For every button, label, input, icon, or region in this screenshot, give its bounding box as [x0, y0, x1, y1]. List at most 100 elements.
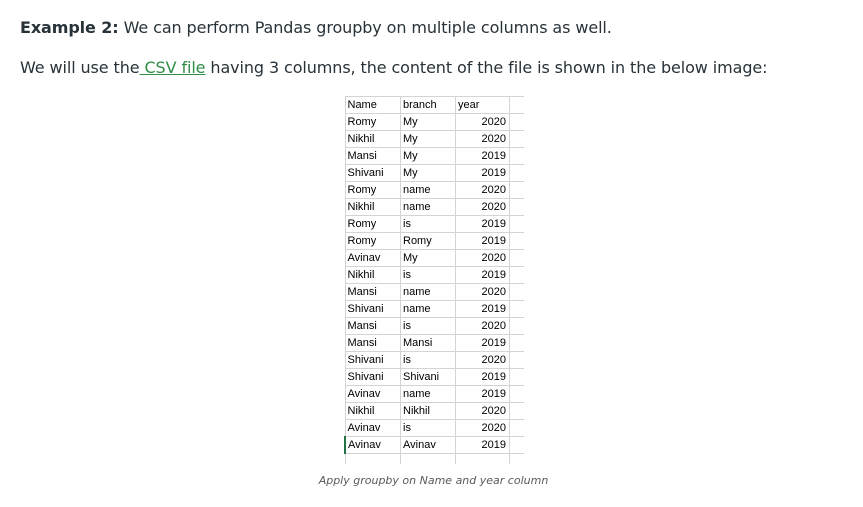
table-cell: 2019: [455, 232, 510, 250]
spreadsheet-row: Avinav is 2020: [344, 419, 524, 437]
column-header: Name: [344, 96, 401, 114]
table-cell: Nikhil: [344, 198, 401, 216]
spreadsheet-row: Shivani is 2020: [344, 351, 524, 369]
table-cell: Romy: [344, 215, 401, 233]
table-cell: Romy: [400, 232, 456, 250]
spreadsheet-row: Mansi name 2020: [344, 283, 524, 301]
spreadsheet-row: Avinav Avinav 2019: [344, 436, 524, 454]
table-cell: Shivani: [344, 351, 401, 369]
empty-cell: [509, 130, 524, 148]
empty-cell: [509, 402, 524, 420]
spreadsheet-row: Nikhil Nikhil 2020: [344, 402, 524, 420]
table-cell: Romy: [344, 181, 401, 199]
example-text: We can perform Pandas groupby on multipl…: [118, 18, 612, 37]
spreadsheet-row: Avinav name 2019: [344, 385, 524, 403]
table-cell: My: [400, 113, 456, 131]
table-cell: Avinav: [344, 419, 401, 437]
spreadsheet-row: Romy is 2019: [344, 215, 524, 233]
table-cell: Mansi: [344, 283, 401, 301]
column-header: year: [455, 96, 510, 114]
table-cell: is: [400, 317, 456, 335]
table-cell: Shivani: [344, 164, 401, 182]
csv-description-before: We will use the: [20, 58, 140, 77]
table-cell: My: [400, 249, 456, 267]
table-cell: My: [400, 147, 456, 165]
table-cell: Mansi: [400, 334, 456, 352]
table-cell: 2020: [455, 419, 510, 437]
table-cell: Mansi: [344, 147, 401, 165]
spreadsheet-blank-row: [344, 453, 525, 465]
table-cell: Avinav: [400, 436, 456, 454]
table-cell: Avinav: [344, 436, 401, 454]
table-cell: Nikhil: [400, 402, 456, 420]
spreadsheet-row: Shivani My 2019: [344, 164, 524, 182]
table-cell: 2019: [455, 300, 510, 318]
empty-cell: [509, 436, 524, 454]
table-cell: 2019: [455, 266, 510, 284]
table-cell: name: [400, 181, 456, 199]
spreadsheet-row: Shivani name 2019: [344, 300, 524, 318]
table-cell: Nikhil: [344, 266, 401, 284]
table-cell: 2019: [455, 368, 510, 386]
table-cell: 2020: [455, 198, 510, 216]
spreadsheet-row: Shivani Shivani 2019: [344, 368, 524, 386]
table-cell: name: [400, 300, 456, 318]
table-cell: 2020: [455, 130, 510, 148]
spreadsheet-row: Nikhil My 2020: [344, 130, 524, 148]
spreadsheet-row: Romy name 2020: [344, 181, 524, 199]
table-cell: Romy: [344, 113, 401, 131]
spreadsheet-row: Nikhil name 2020: [344, 198, 524, 216]
table-cell: Nikhil: [344, 402, 401, 420]
table-cell: My: [400, 130, 456, 148]
empty-cell: [509, 198, 524, 216]
table-cell: Mansi: [344, 334, 401, 352]
table-cell: Avinav: [344, 385, 401, 403]
empty-cell: [400, 453, 456, 464]
table-cell: 2020: [455, 181, 510, 199]
empty-cell: [509, 181, 524, 199]
csv-spreadsheet-image: Name branch year Romy My 2020 Nikhil My 2020 Mans…: [344, 96, 524, 464]
empty-cell: [509, 317, 524, 335]
csv-description-paragraph: We will use the CSV file having 3 column…: [20, 57, 768, 79]
table-cell: 2020: [455, 317, 510, 335]
empty-cell: [509, 419, 524, 437]
table-cell: Nikhil: [344, 130, 401, 148]
spreadsheet-row: Nikhil is 2019: [344, 266, 524, 284]
empty-cell: [509, 147, 524, 165]
table-cell: 2019: [455, 436, 510, 454]
table-cell: Mansi: [344, 317, 401, 335]
empty-cell: [509, 266, 524, 284]
empty-cell: [509, 283, 524, 301]
spreadsheet-header-row: Name branch year: [344, 96, 524, 114]
empty-cell: [509, 164, 524, 182]
example-label: Example 2:: [20, 18, 119, 37]
table-cell: name: [400, 385, 456, 403]
table-cell: is: [400, 351, 456, 369]
table-cell: Shivani: [400, 368, 456, 386]
table-cell: is: [400, 215, 456, 233]
empty-cell: [509, 334, 524, 352]
empty-cell: [509, 113, 524, 131]
table-cell: 2020: [455, 351, 510, 369]
table-cell: 2019: [455, 215, 510, 233]
empty-cell: [509, 249, 524, 267]
spreadsheet-row: Mansi is 2020: [344, 317, 524, 335]
example-paragraph: Example 2: We can perform Pandas groupby…: [20, 17, 612, 39]
table-cell: 2020: [455, 283, 510, 301]
empty-cell: [455, 453, 510, 464]
table-cell: 2019: [455, 147, 510, 165]
table-cell: Shivani: [344, 300, 401, 318]
empty-cell: [344, 453, 401, 464]
csv-file-link[interactable]: CSV file: [139, 58, 206, 77]
empty-cell: [510, 454, 525, 465]
spreadsheet-row: Romy My 2020: [344, 113, 524, 131]
table-cell: 2019: [455, 164, 510, 182]
empty-cell: [509, 215, 524, 233]
table-cell: Avinav: [344, 249, 401, 267]
table-cell: name: [400, 283, 456, 301]
column-header: branch: [400, 96, 456, 114]
csv-description-after: having 3 columns, the content of the fil…: [205, 58, 768, 77]
table-cell: 2020: [455, 113, 510, 131]
table-cell: Shivani: [344, 368, 401, 386]
table-cell: Romy: [344, 232, 401, 250]
